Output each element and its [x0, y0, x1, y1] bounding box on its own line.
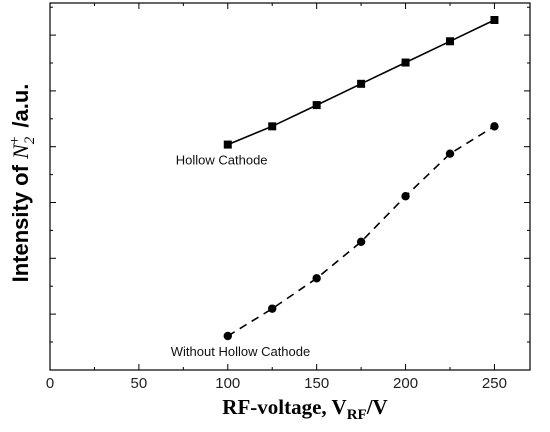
x-tick-label: 250	[482, 375, 507, 392]
data-point-square	[401, 58, 410, 67]
series-annotation-without-hollow-cathode: Without Hollow Cathode	[171, 344, 310, 359]
data-point-square	[446, 37, 454, 46]
plot-area	[49, 2, 531, 371]
data-point-circle	[401, 192, 410, 201]
x-tick-label: 100	[215, 375, 240, 392]
data-point-circle	[356, 237, 366, 247]
data-point-square	[268, 122, 277, 131]
data-point-circle	[268, 304, 277, 313]
x-tick-label: 0	[46, 375, 54, 392]
plot-frame	[49, 2, 531, 371]
data-point-square	[490, 16, 499, 24]
data-point-square	[223, 140, 232, 149]
x-tick-label: 50	[131, 375, 148, 392]
x-tick-label: 200	[393, 375, 418, 392]
axis-ticks: 0 50 100 150 200 250	[46, 3, 530, 392]
data-point-square	[357, 79, 366, 88]
data-point-square	[312, 101, 321, 110]
data-point-circle	[312, 274, 321, 283]
series-line-1	[227, 125, 495, 337]
series-layer	[223, 16, 499, 341]
data-point-circle	[223, 331, 232, 341]
y-axis-label: Intensity of N2+/a.u.	[7, 84, 38, 283]
x-axis-label: RF-voltage, VRF/V	[222, 395, 387, 423]
data-point-circle	[490, 122, 499, 131]
annotations: Hollow Cathode Without Hollow Cathode	[171, 153, 310, 359]
series-annotation-hollow-cathode: Hollow Cathode	[176, 153, 268, 168]
data-point-circle	[445, 149, 455, 158]
x-tick-label: 150	[304, 375, 329, 392]
